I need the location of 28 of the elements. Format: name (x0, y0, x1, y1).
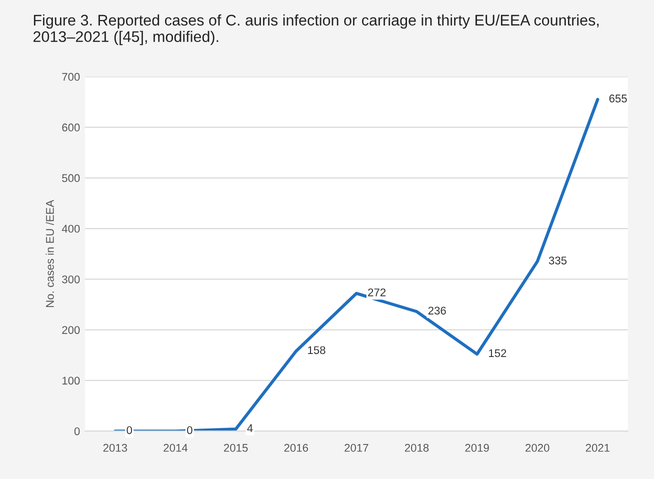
x-tick-label: 2019 (465, 444, 489, 452)
y-tick-label: 200 (62, 326, 80, 334)
y-tick-label: 300 (62, 275, 80, 284)
data-label: 0 (126, 426, 132, 434)
data-label: 4 (247, 424, 253, 432)
data-label: 236 (428, 306, 446, 315)
x-tick-label: 2020 (526, 444, 550, 452)
data-label: 0 (187, 426, 192, 434)
x-tick-label: 2017 (344, 444, 368, 452)
y-axis-title: No. cases in EU /EEA (46, 200, 54, 307)
data-label: 655 (609, 94, 627, 102)
data-label: 158 (308, 346, 326, 354)
data-label: 272 (368, 288, 386, 296)
chart-title: Figure 3. Reported cases of C. auris infection or carriage in thirty EU/EEA countries, 2013–2021 ([45], modified). (33, 14, 599, 46)
data-label: 335 (548, 256, 567, 264)
x-tick-label: 2013 (103, 444, 128, 452)
y-tick-label: 0 (74, 427, 80, 436)
y-tick-label: 500 (62, 174, 80, 182)
x-tick-label: 2021 (586, 444, 610, 452)
x-tick-label: 2015 (224, 444, 248, 452)
x-tick-label: 2014 (164, 444, 188, 452)
y-tick-label: 700 (62, 72, 80, 81)
data-label: 152 (489, 349, 506, 358)
x-tick-label: 2016 (284, 444, 308, 452)
y-tick-label: 400 (62, 224, 80, 233)
y-tick-label: 600 (62, 124, 80, 132)
x-tick-label: 2018 (404, 444, 429, 452)
y-tick-label: 100 (62, 376, 80, 385)
